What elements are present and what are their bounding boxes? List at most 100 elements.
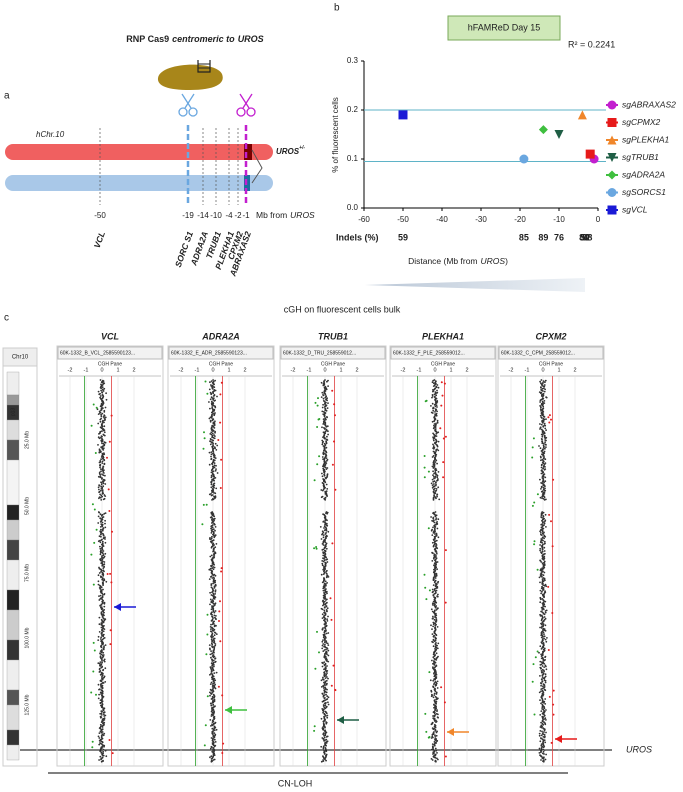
track-tick-label: -1 <box>417 367 422 373</box>
probe <box>432 479 434 481</box>
probe <box>434 736 436 738</box>
probe <box>323 395 325 397</box>
outlier-probe <box>532 505 534 507</box>
outlier-probe <box>429 589 431 591</box>
probe <box>321 538 323 540</box>
track-frame <box>168 346 274 766</box>
probe <box>327 407 329 409</box>
probe <box>214 598 216 600</box>
legend-label: sgCPMX2 <box>622 117 661 127</box>
probe <box>542 390 544 392</box>
probe <box>216 633 218 635</box>
probe <box>213 652 215 654</box>
indel-label: 59 <box>398 232 408 242</box>
probe <box>543 702 545 704</box>
probe <box>100 577 102 579</box>
probe <box>540 447 542 449</box>
probe <box>99 546 101 548</box>
probe <box>215 615 217 617</box>
outlier-probe <box>424 574 426 576</box>
probe <box>102 751 104 753</box>
probe <box>214 732 216 734</box>
outlier-probe <box>553 690 555 692</box>
probe <box>100 414 102 416</box>
probe <box>541 648 543 650</box>
outlier-probe <box>334 689 336 691</box>
outlier-probe <box>207 695 209 697</box>
probe <box>211 495 213 497</box>
probe <box>104 475 106 477</box>
ideogram-band <box>7 540 19 560</box>
probe <box>215 468 217 470</box>
probe <box>322 677 324 679</box>
ideogram-band <box>7 440 19 460</box>
probe <box>99 661 101 663</box>
point <box>586 150 595 159</box>
probe <box>100 458 102 460</box>
outlier-probe <box>331 619 333 621</box>
legend-label: sgTRUB1 <box>622 152 659 162</box>
probe <box>98 599 100 601</box>
probe <box>327 607 329 609</box>
probe <box>101 688 103 690</box>
outlier-probe <box>440 405 442 407</box>
probe <box>324 472 326 474</box>
ideogram-band <box>7 610 19 640</box>
outlier-probe <box>109 573 111 575</box>
text-part: RNP Cas9 <box>126 34 169 44</box>
probe <box>326 447 328 449</box>
probe <box>437 446 439 448</box>
outlier-probe <box>203 504 205 506</box>
probe <box>100 521 102 523</box>
probe <box>545 624 547 626</box>
probe <box>433 428 435 430</box>
outlier-probe <box>445 549 447 551</box>
outlier-probe <box>549 414 551 416</box>
probe <box>543 596 545 598</box>
probe <box>324 598 326 600</box>
probe <box>541 379 543 381</box>
panel-label: b <box>334 3 340 14</box>
probe <box>103 734 105 736</box>
probe <box>100 526 102 528</box>
probe <box>539 548 541 550</box>
probe <box>435 621 437 623</box>
ideogram-band <box>7 420 19 440</box>
probe <box>325 677 327 679</box>
probe <box>215 688 217 690</box>
probe <box>434 516 436 518</box>
probe <box>211 660 213 662</box>
probe <box>213 536 215 538</box>
probe <box>434 533 436 535</box>
outlier-probe <box>106 457 108 459</box>
outlier-probe <box>444 701 446 703</box>
probe <box>437 486 439 488</box>
legend-marker <box>608 118 617 127</box>
probe <box>323 710 325 712</box>
probe <box>325 462 327 464</box>
probe <box>432 728 434 730</box>
probe <box>432 380 434 382</box>
probe <box>100 724 102 726</box>
probe <box>543 753 545 755</box>
probe <box>436 710 438 712</box>
probe <box>545 585 547 587</box>
probe <box>216 543 218 545</box>
probe <box>539 479 541 481</box>
track-tick-label: -1 <box>307 367 312 373</box>
probe <box>434 470 436 472</box>
probe <box>210 725 212 727</box>
probe <box>541 637 543 639</box>
probe <box>320 746 322 748</box>
probe <box>542 485 544 487</box>
probe <box>100 637 102 639</box>
legend-label: sgSORCS1 <box>622 187 666 197</box>
probe <box>436 435 438 437</box>
outlier-probe <box>92 671 94 673</box>
probe <box>541 424 543 426</box>
outlier-probe <box>112 752 114 754</box>
probe <box>432 412 434 414</box>
probe <box>544 613 546 615</box>
probe <box>211 380 213 382</box>
probe <box>322 407 324 409</box>
